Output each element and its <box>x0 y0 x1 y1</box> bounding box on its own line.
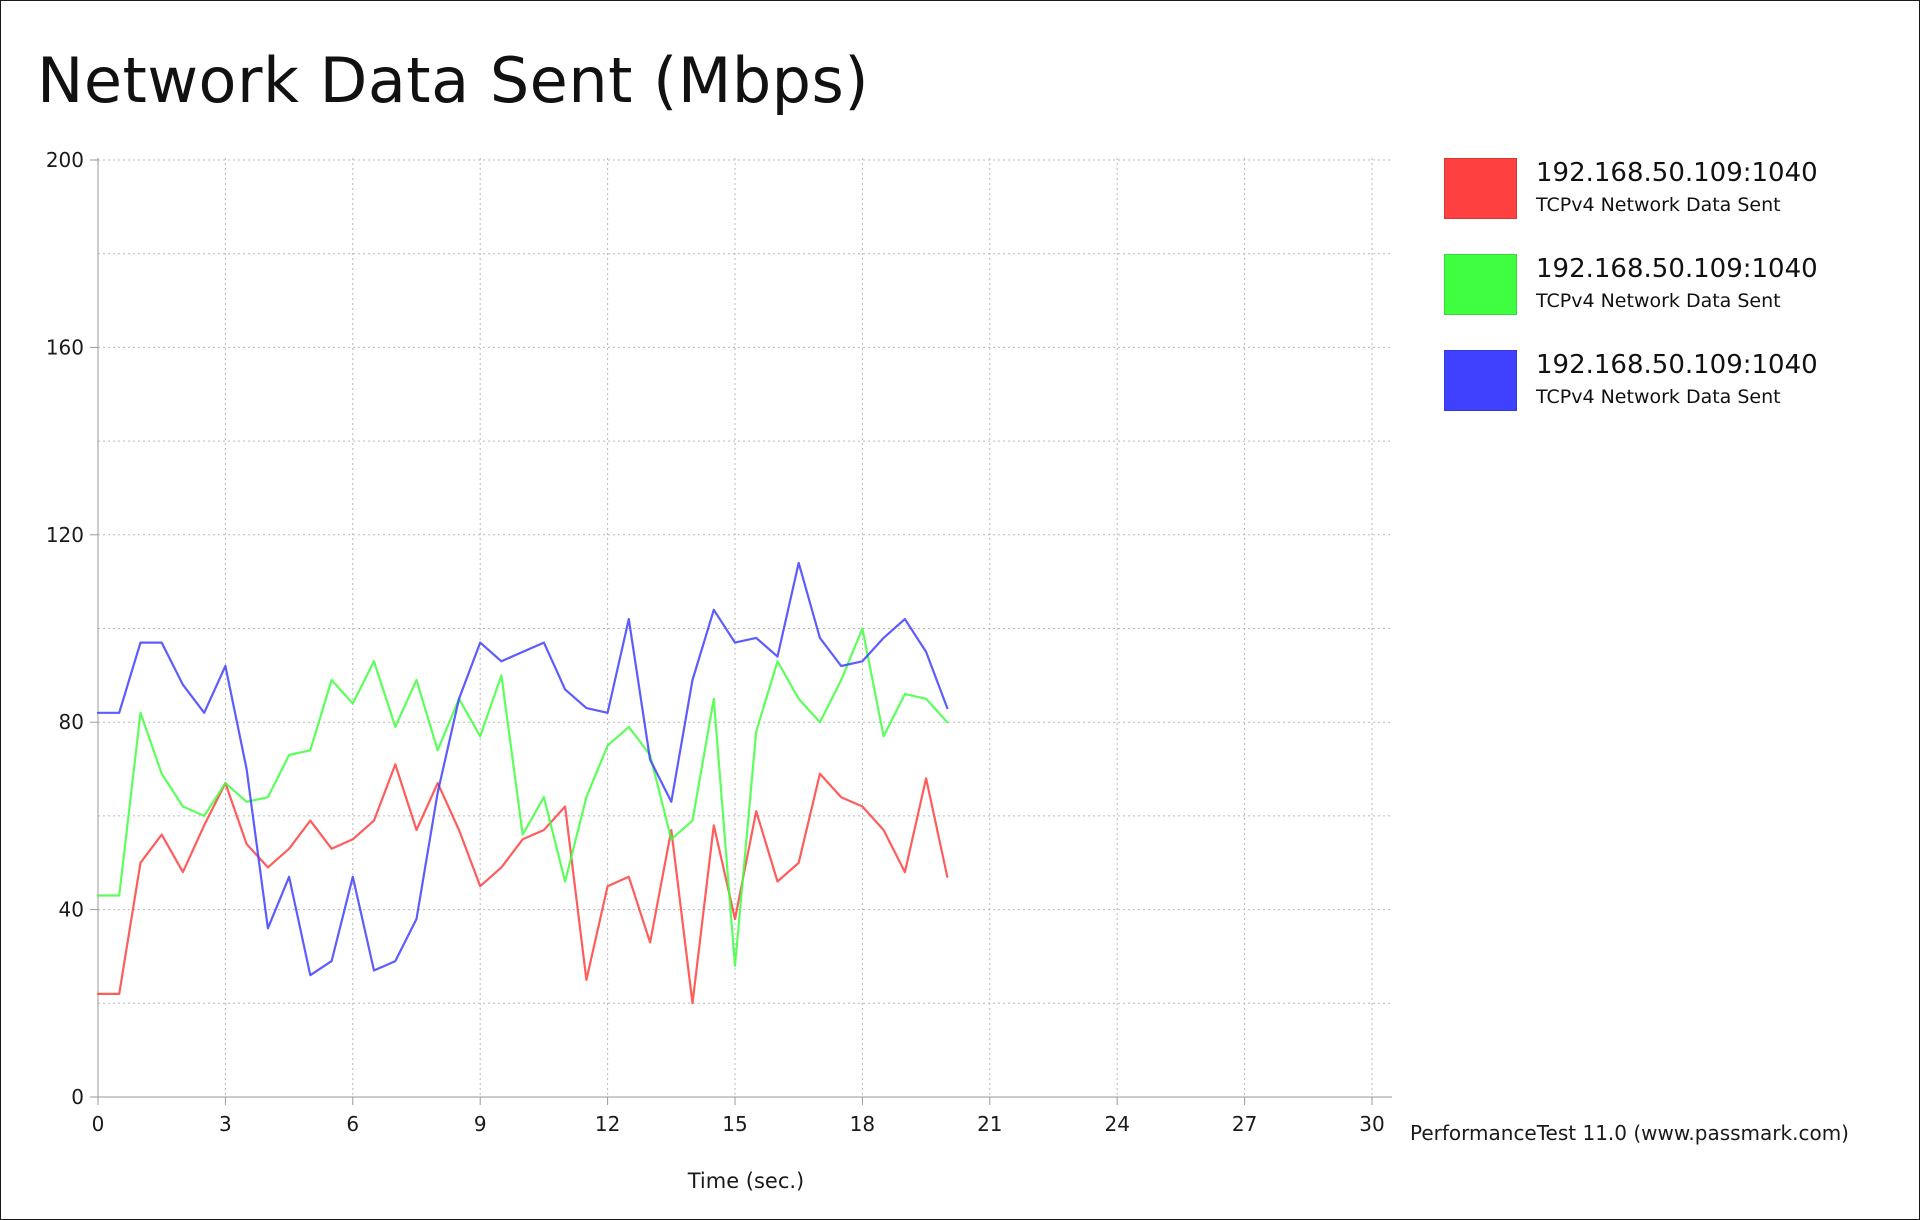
legend-item-blue: 192.168.50.109:1040 TCPv4 Network Data S… <box>1444 348 1864 411</box>
legend-series-description: TCPv4 Network Data Sent <box>1536 194 1781 216</box>
legend-item-red: 192.168.50.109:1040 TCPv4 Network Data S… <box>1444 156 1864 219</box>
y-tick-label: 120 <box>46 523 84 547</box>
legend-swatch-red <box>1444 158 1517 219</box>
y-tick-label: 200 <box>46 148 84 172</box>
x-tick-label: 24 <box>1104 1112 1129 1136</box>
x-tick-label: 9 <box>474 1112 487 1136</box>
x-axis-title: Time (sec.) <box>687 1169 805 1193</box>
legend-swatch-green <box>1444 254 1517 315</box>
legend-series-name: 192.168.50.109:1040 <box>1536 350 1818 380</box>
x-tick-label: 27 <box>1232 1112 1257 1136</box>
chart-title: Network Data Sent (Mbps) <box>37 44 870 117</box>
x-tick-label: 3 <box>219 1112 232 1136</box>
x-tick-label: 18 <box>850 1112 875 1136</box>
legend-swatch-blue <box>1444 350 1517 411</box>
x-tick-label: 15 <box>722 1112 747 1136</box>
series-line-red <box>96 763 949 1005</box>
axes: 0 40 80 120 160 200 0 3 6 9 12 15 18 21 24 27 30 <box>46 148 1392 1136</box>
watermark-text: PerformanceTest 11.0 (www.passmark.com) <box>1410 1121 1849 1145</box>
series-line-blue <box>96 561 949 977</box>
y-tick-label: 160 <box>46 335 84 359</box>
series-lines <box>96 561 949 1005</box>
legend-series-name: 192.168.50.109:1040 <box>1536 254 1818 284</box>
y-tick-label: 0 <box>71 1085 84 1109</box>
y-tick-label: 40 <box>59 898 84 922</box>
series-line-green <box>96 627 949 967</box>
x-tick-label: 21 <box>977 1112 1002 1136</box>
x-tick-label: 30 <box>1359 1112 1384 1136</box>
x-tick-label: 0 <box>92 1112 105 1136</box>
legend-series-name: 192.168.50.109:1040 <box>1536 158 1818 188</box>
legend-series-description: TCPv4 Network Data Sent <box>1536 386 1781 408</box>
y-tick-label: 80 <box>59 710 84 734</box>
x-tick-label: 6 <box>346 1112 359 1136</box>
x-tick-label: 12 <box>595 1112 620 1136</box>
legend-item-green: 192.168.50.109:1040 TCPv4 Network Data S… <box>1444 252 1864 315</box>
grid <box>97 158 1392 1098</box>
legend: 192.168.50.109:1040 TCPv4 Network Data S… <box>1444 156 1864 444</box>
legend-series-description: TCPv4 Network Data Sent <box>1536 290 1781 312</box>
